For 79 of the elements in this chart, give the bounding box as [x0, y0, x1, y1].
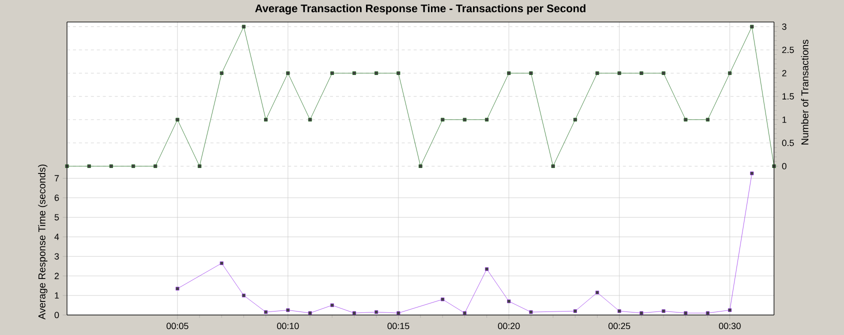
y2-tick-label: 2.5	[782, 46, 794, 54]
point	[176, 118, 180, 122]
y2-tick-label: 3	[782, 23, 786, 30]
point	[618, 71, 622, 75]
point	[728, 308, 732, 312]
x-tick-label: 00:30	[718, 322, 741, 330]
y2-tick-label: 2	[782, 70, 786, 76]
y2-axis-title: Number of Transactions	[801, 40, 808, 144]
point	[595, 71, 600, 75]
point	[198, 164, 202, 168]
y-tick-label: 2	[54, 272, 59, 280]
point	[706, 311, 710, 315]
point	[595, 290, 600, 294]
point	[396, 311, 400, 315]
point	[308, 118, 312, 122]
point	[573, 309, 577, 313]
point	[507, 300, 511, 304]
point	[551, 164, 555, 168]
point	[131, 164, 136, 168]
point	[462, 118, 466, 122]
y-tick-label: 3	[54, 253, 59, 260]
point	[507, 71, 511, 75]
point	[352, 71, 356, 75]
y-tick-label: 5	[54, 214, 59, 220]
chart-title: Average Transaction Response Time - Transactions per Second	[255, 4, 586, 15]
point	[640, 311, 644, 315]
point	[484, 118, 489, 122]
point	[529, 310, 533, 314]
point	[220, 71, 224, 75]
point	[484, 267, 489, 271]
point	[440, 298, 444, 302]
y2-tick-label: 1.5	[782, 93, 794, 100]
point	[176, 286, 180, 290]
point	[728, 71, 732, 75]
point	[286, 308, 290, 312]
x-tick-label: 00:25	[608, 322, 630, 330]
y-tick-label: 0	[54, 312, 59, 318]
point	[684, 311, 688, 315]
point	[529, 71, 533, 75]
point	[352, 311, 356, 315]
point	[220, 261, 224, 266]
y2-tick-label: 0	[782, 162, 786, 170]
y-tick-label: 6	[54, 194, 59, 201]
point	[662, 309, 666, 313]
point	[640, 71, 644, 75]
point	[684, 118, 688, 122]
point	[618, 309, 622, 313]
x-tick-label: 00:15	[388, 322, 410, 330]
y-axis-title: Average Response Time (seconds)	[38, 164, 48, 320]
point	[109, 164, 113, 168]
y2-tick-label: 1	[782, 116, 786, 123]
point	[573, 118, 577, 122]
point	[308, 311, 312, 315]
x-tick-label: 00:10	[277, 322, 299, 330]
point	[286, 71, 290, 75]
point	[662, 71, 666, 75]
point	[330, 303, 334, 308]
x-tick-label: 00:20	[498, 322, 520, 330]
point	[396, 71, 400, 75]
point	[87, 164, 91, 168]
point	[440, 118, 444, 122]
point	[750, 172, 754, 176]
y-tick-label: 1	[54, 292, 59, 299]
point	[706, 118, 710, 122]
point	[418, 164, 422, 168]
point	[330, 71, 334, 75]
point	[242, 24, 246, 28]
point	[264, 310, 268, 314]
point	[264, 118, 268, 122]
point	[374, 71, 378, 75]
point	[750, 24, 754, 28]
point	[242, 294, 246, 298]
y-tick-label: 7	[54, 175, 59, 182]
point	[154, 164, 158, 168]
x-tick-label: 00:05	[166, 322, 188, 330]
point	[462, 311, 466, 315]
y-tick-label: 4	[54, 234, 59, 240]
point	[374, 310, 378, 314]
y2-tick-label: 0.5	[782, 140, 794, 146]
